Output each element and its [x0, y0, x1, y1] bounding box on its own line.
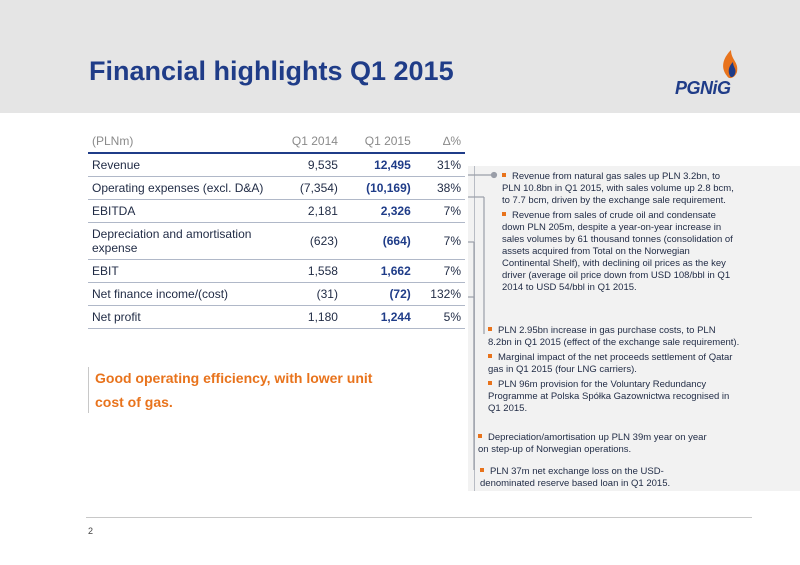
table-row: Operating expenses (excl. D&A) (7,354) (…	[88, 176, 465, 200]
value-q1-2014: (623)	[271, 222, 342, 260]
row-label: Depreciation and amortisation expense	[88, 222, 272, 260]
value-change: 38%	[414, 176, 465, 200]
table-row: EBITDA 2,181 2,326 7%	[88, 199, 465, 223]
value-q1-2014: 2,181	[271, 199, 342, 223]
value-change: 31%	[414, 152, 465, 177]
row-label: Net finance income/(cost)	[88, 282, 272, 306]
page-number: 2	[88, 526, 94, 536]
row-label: Net profit	[88, 305, 272, 329]
value-q1-2014: 1,558	[271, 259, 342, 283]
table-row: EBIT 1,558 1,662 7%	[88, 259, 465, 283]
value-q1-2015: 2,326	[341, 199, 415, 223]
value-q1-2015: (664)	[341, 222, 415, 260]
value-q1-2014: 1,180	[271, 305, 342, 329]
value-q1-2015: 1,662	[341, 259, 415, 283]
finance-note: PLN 37m net exchange loss on the USD-den…	[480, 466, 706, 490]
value-q1-2014: (7,354)	[271, 176, 342, 200]
bullet-icon	[480, 468, 484, 472]
col-header-label: (PLNm)	[92, 134, 134, 148]
row-label: Revenue	[88, 152, 272, 177]
value-q1-2014: 9,535	[271, 152, 342, 177]
col-header-q1-2014: Q1 2014	[291, 134, 338, 148]
value-change: 7%	[414, 199, 465, 223]
value-q1-2015: 12,495	[341, 152, 415, 177]
header-band	[0, 0, 800, 113]
table-row: Net finance income/(cost) (31) (72) 132%	[88, 282, 465, 306]
row-label: EBITDA	[88, 199, 272, 223]
row-label: Operating expenses (excl. D&A)	[88, 176, 272, 200]
note-item: PLN 2.95bn increase in gas purchase cost…	[488, 325, 740, 348]
table-header-row: (PLNm) Q1 2014 Q1 2015 ∆%	[88, 130, 465, 153]
value-q1-2015: (72)	[341, 282, 415, 306]
bullet-icon	[488, 381, 492, 385]
table-row: Depreciation and amortisation expense (6…	[88, 222, 465, 260]
opex-notes: PLN 2.95bn increase in gas purchase cost…	[488, 325, 740, 415]
note-item: Marginal impact of the net proceeds sett…	[488, 352, 733, 375]
col-header-change: ∆%	[442, 134, 461, 148]
note-item: Revenue from sales of crude oil and cond…	[502, 210, 733, 293]
revenue-notes: Revenue from natural gas sales up PLN 3.…	[502, 171, 738, 294]
bullet-icon	[488, 327, 492, 331]
note-item: PLN 96m provision for the Voluntary Redu…	[488, 379, 730, 414]
note-item: Depreciation/amortisation up PLN 39m yea…	[478, 432, 707, 455]
bullet-icon	[478, 434, 482, 438]
value-q1-2015: (10,169)	[341, 176, 415, 200]
value-q1-2015: 1,244	[341, 305, 415, 329]
callout-line-2: cost of gas.	[95, 394, 173, 410]
depreciation-note: Depreciation/amortisation up PLN 39m yea…	[478, 432, 718, 456]
value-q1-2014: (31)	[271, 282, 342, 306]
notes-band	[468, 166, 800, 491]
flame-icon	[723, 50, 738, 79]
callout-line-1: Good operating efficiency, with lower un…	[95, 370, 373, 386]
footer-divider	[86, 517, 752, 518]
bullet-icon	[502, 212, 506, 216]
bullet-icon	[488, 354, 492, 358]
value-change: 132%	[414, 282, 465, 306]
note-item: Revenue from natural gas sales up PLN 3.…	[502, 171, 734, 206]
bullet-icon	[502, 173, 506, 177]
table-row: Net profit 1,180 1,244 5%	[88, 305, 465, 329]
financials-table: (PLNm) Q1 2014 Q1 2015 ∆% Revenue 9,535 …	[88, 130, 465, 329]
page-title: Financial highlights Q1 2015	[89, 56, 454, 86]
value-change: 7%	[414, 222, 465, 260]
value-change: 7%	[414, 259, 465, 283]
note-item: PLN 37m net exchange loss on the USD-den…	[480, 466, 671, 489]
row-label: EBIT	[88, 259, 272, 283]
efficiency-callout: Good operating efficiency, with lower un…	[88, 367, 395, 413]
table-row: Revenue 9,535 12,495 31%	[88, 152, 465, 177]
col-header-q1-2015: Q1 2015	[364, 134, 411, 148]
value-change: 5%	[414, 305, 465, 329]
